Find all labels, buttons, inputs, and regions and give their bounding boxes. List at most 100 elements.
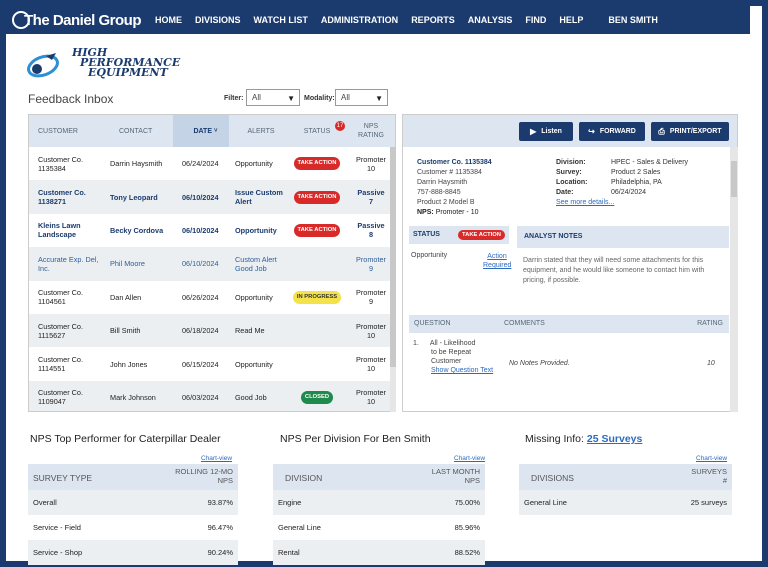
cell-date: 06/24/2024 bbox=[182, 159, 219, 169]
header-left: SURVEY TYPE bbox=[33, 473, 93, 483]
cell-status: CLOSED bbox=[287, 390, 347, 404]
status-alert: Opportunity bbox=[411, 252, 448, 259]
col-alerts[interactable]: ALERTS bbox=[247, 127, 275, 135]
cell-nps: Promoter 9 bbox=[347, 255, 395, 273]
cell-customer: Customer Co. 1109047 bbox=[38, 388, 84, 407]
nps-category: Promoter bbox=[355, 321, 386, 331]
header-right-1: LAST MONTH bbox=[431, 467, 480, 476]
status-badge: TAKE ACTION bbox=[293, 223, 341, 237]
header-right-2: NPS bbox=[217, 476, 233, 485]
nav-home[interactable]: HOME bbox=[155, 15, 183, 25]
cell-nps: Promoter 10 bbox=[347, 388, 395, 406]
top-nav: The Daniel Group HOME DIVISIONS WATCH LI… bbox=[6, 6, 750, 34]
col-contact[interactable]: CONTACT bbox=[119, 127, 153, 135]
location-value: Philadelphia, PA bbox=[611, 179, 662, 186]
cell-contact: Mark Johnson bbox=[110, 392, 156, 402]
survey-value: Product 2 Sales bbox=[611, 169, 661, 176]
see-more-link[interactable]: See more details... bbox=[556, 199, 615, 206]
nav-divisions[interactable]: DIVISIONS bbox=[195, 15, 241, 25]
cell-alerts: Opportunity bbox=[235, 359, 273, 369]
customer-number: Customer # 1135384 bbox=[417, 169, 482, 176]
row-value: 93.87% bbox=[207, 498, 233, 507]
product-name: Product 2 Model B bbox=[417, 199, 475, 206]
listen-button[interactable]: ▶ Listen bbox=[519, 122, 573, 141]
cell-alerts: Opportunity bbox=[235, 292, 273, 302]
nps-category: Promoter bbox=[355, 254, 386, 264]
col-nps[interactable]: NPS RATING bbox=[347, 122, 395, 140]
nav-find[interactable]: FIND bbox=[525, 15, 547, 25]
table-row[interactable]: Customer Co. 1109047 Mark Johnson 06/03/… bbox=[29, 380, 395, 411]
contact-phone: 757-888-8845 bbox=[417, 189, 461, 196]
col-date[interactable]: DATE ˅ bbox=[173, 115, 229, 147]
cell-date: 06/15/2024 bbox=[182, 359, 219, 369]
nav-administration[interactable]: ADMINISTRATION bbox=[320, 15, 399, 25]
cell-alerts: Read Me bbox=[235, 326, 265, 336]
printer-icon: ⎙ bbox=[658, 126, 665, 136]
status-badge: TAKE ACTION bbox=[458, 230, 505, 240]
card-missing-info-chartview-link[interactable]: Chart-view bbox=[696, 455, 728, 462]
show-question-text-link[interactable]: Show Question Text bbox=[431, 367, 494, 374]
cell-alerts: Good Job bbox=[235, 392, 267, 402]
mini-table-header: DIVISION LAST MONTH NPS bbox=[273, 464, 485, 490]
table-row[interactable]: Customer Co. 1135384 Darrin Haysmith 06/… bbox=[29, 147, 395, 180]
mini-table-header: DIVISIONS SURVEYS # bbox=[519, 464, 732, 490]
mini-table-row: General Line 85.96% bbox=[273, 515, 485, 540]
table-row[interactable]: Kleins Lawn Landscape Becky Cordova 06/1… bbox=[29, 214, 395, 247]
table-scrollbar[interactable] bbox=[390, 147, 396, 412]
col-customer[interactable]: CUSTOMER bbox=[38, 127, 78, 135]
mini-table-row: Engine 75.00% bbox=[273, 490, 485, 515]
cell-contact: Bill Smith bbox=[110, 326, 141, 336]
table-row[interactable]: Accurate Exp. Del, Inc. Phil Moore 06/10… bbox=[29, 247, 395, 281]
col-rating: RATING bbox=[697, 320, 723, 327]
inbox-title: Feedback Inbox bbox=[28, 92, 114, 106]
header-right: ROLLING 12-MO NPS bbox=[175, 467, 233, 485]
action-required-link[interactable]: Action Required bbox=[483, 252, 511, 270]
location-label: Location: bbox=[556, 179, 588, 186]
table-row[interactable]: Customer Co. 1115627 Bill Smith 06/18/20… bbox=[29, 313, 395, 348]
card-division-chartview-link[interactable]: Chart-view bbox=[454, 455, 486, 462]
cell-nps: Passive 8 bbox=[347, 221, 395, 239]
customer-name: Customer Co. 1135384 bbox=[417, 159, 492, 166]
row-value: 88.52% bbox=[454, 548, 480, 557]
scrollbar-thumb[interactable] bbox=[731, 161, 737, 197]
brand-name: The Daniel Group bbox=[24, 11, 142, 29]
col-status[interactable]: STATUS 17 bbox=[287, 120, 347, 135]
sort-chevron-icon: ˅ bbox=[214, 128, 218, 134]
cell-customer: Customer Co. 1135384 bbox=[38, 154, 84, 173]
forward-button[interactable]: ↪ FORWARD bbox=[579, 122, 645, 141]
cell-alerts: Opportunity bbox=[235, 225, 277, 235]
status-badge: IN PROGRESS bbox=[292, 290, 342, 304]
cell-status: TAKE ACTION bbox=[287, 190, 347, 204]
nav-help[interactable]: HELP bbox=[559, 15, 584, 25]
nps-category: Passive bbox=[357, 188, 385, 198]
card-top-performer-chartview-link[interactable]: Chart-view bbox=[201, 455, 233, 462]
nav-watch-list[interactable]: WATCH LIST bbox=[253, 15, 308, 25]
brand-logo[interactable]: The Daniel Group bbox=[12, 11, 142, 29]
nav-user-menu[interactable]: BEN SMITH bbox=[608, 15, 658, 25]
print-export-button[interactable]: ⎙ PRINT/EXPORT bbox=[651, 122, 729, 141]
table-row[interactable]: Customer Co. 1104561 Dan Allen 06/26/202… bbox=[29, 281, 395, 314]
scrollbar-thumb[interactable] bbox=[390, 147, 396, 367]
col-comments: COMMENTS bbox=[504, 320, 545, 327]
chevron-down-icon: ▼ bbox=[287, 94, 295, 103]
detail-scrollbar[interactable] bbox=[730, 147, 738, 412]
nav-analysis[interactable]: ANALYSIS bbox=[467, 15, 513, 25]
feedback-table: CUSTOMER CONTACT DATE ˅ ALERTS STATUS 17 N… bbox=[28, 114, 396, 412]
status-count-badge: 17 bbox=[335, 120, 345, 131]
header-right-2: # bbox=[722, 476, 727, 485]
division-label: Division: bbox=[556, 159, 586, 166]
card-division-table: DIVISION LAST MONTH NPS Engine 75.00% Gene… bbox=[273, 464, 485, 565]
nps-category: Passive bbox=[357, 221, 385, 231]
nps-label: NPS: bbox=[417, 209, 434, 216]
cell-nps: Promoter 9 bbox=[347, 288, 395, 306]
filter-select[interactable]: All ▼ bbox=[246, 89, 300, 106]
mini-table-header: SURVEY TYPE ROLLING 12-MO NPS bbox=[28, 464, 238, 490]
table-row[interactable]: Customer Co. 1138271 Tony Leopard 06/10/… bbox=[29, 180, 395, 214]
nav-reports[interactable]: REPORTS bbox=[411, 15, 455, 25]
table-row[interactable]: Customer Co. 1114551 John Jones 06/15/20… bbox=[29, 347, 395, 380]
modality-select[interactable]: All ▼ bbox=[335, 89, 388, 106]
nps-value: Promoter - 10 bbox=[435, 209, 479, 216]
detail-pane: ▶ Listen ↪ FORWARD ⎙ PRINT/EXPORT Customer … bbox=[402, 114, 738, 412]
missing-surveys-link[interactable]: 25 Surveys bbox=[586, 433, 643, 445]
cell-contact: John Jones bbox=[110, 359, 148, 369]
